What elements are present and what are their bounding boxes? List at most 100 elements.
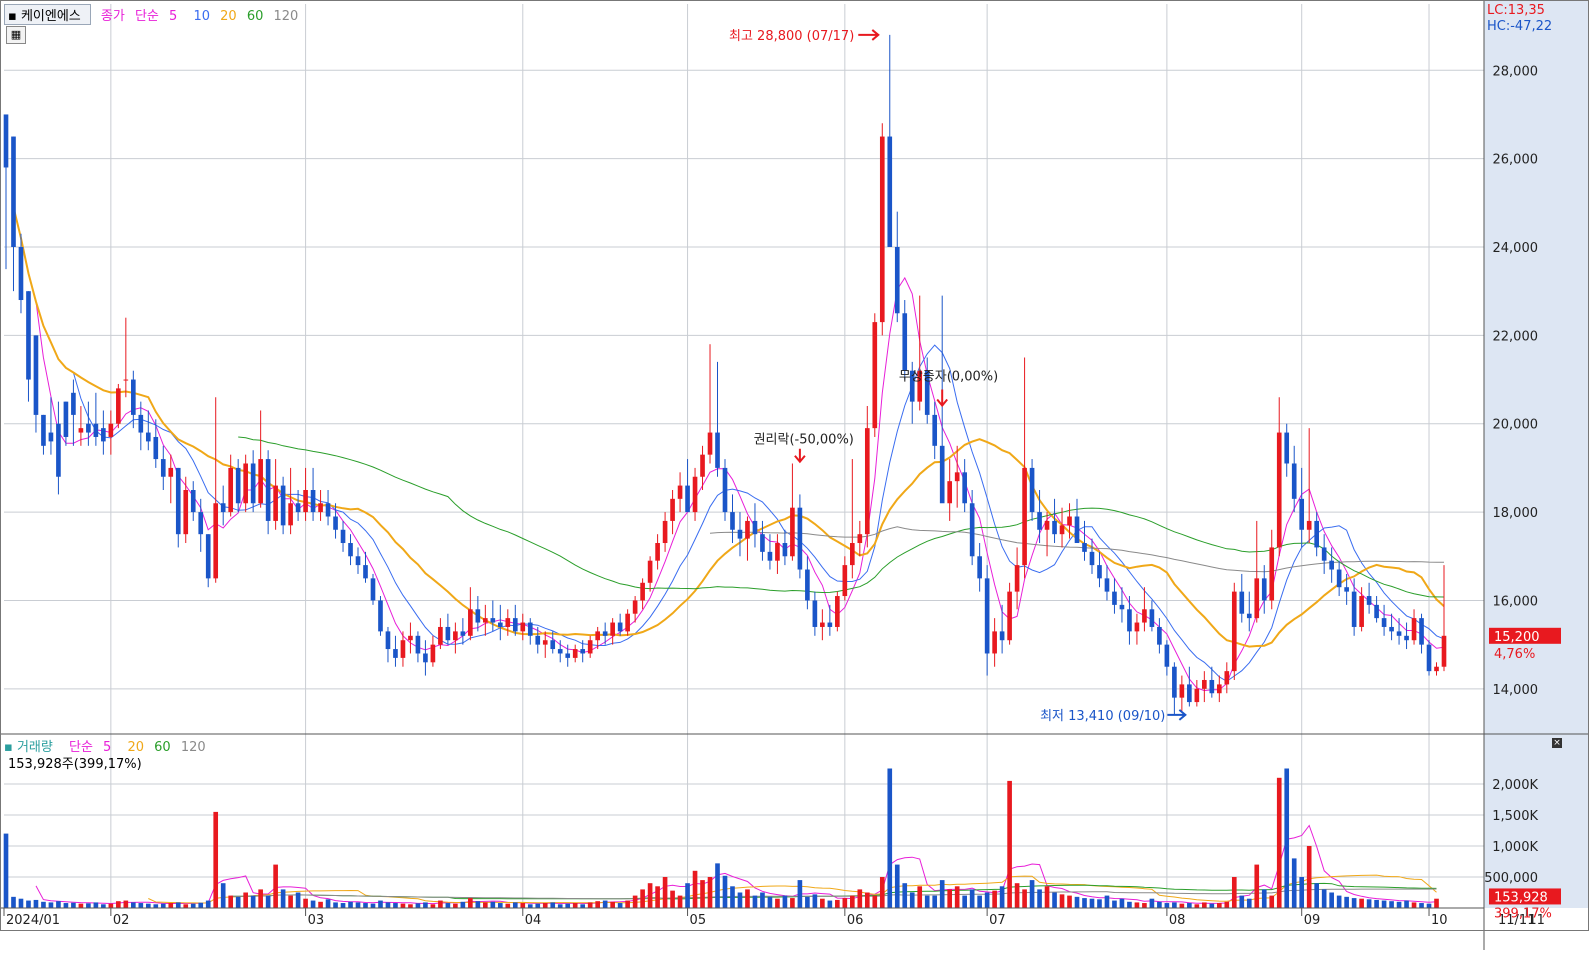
candle-body: [1029, 467, 1035, 513]
candle-body: [116, 388, 121, 424]
candle-body: [999, 631, 1005, 641]
vol-ma60-label: 60: [154, 740, 171, 755]
candle-body: [572, 649, 578, 658]
candle-body: [190, 490, 196, 513]
volume-bar: [1149, 898, 1155, 908]
volume-bar: [1097, 899, 1102, 908]
volume-bar: [213, 811, 219, 908]
candle-body: [655, 543, 660, 561]
candle-body: [505, 618, 511, 627]
candle-body: [550, 640, 556, 650]
candle-body: [1164, 644, 1170, 667]
candle-body: [318, 503, 323, 513]
candle-body: [1142, 609, 1147, 623]
candle-body: [1411, 618, 1417, 641]
volume-bar: [468, 898, 473, 908]
candle-body: [632, 600, 638, 614]
candle-body: [310, 490, 316, 513]
table-icon[interactable]: ▦: [6, 26, 26, 44]
volume-bar: [101, 904, 106, 908]
ma60-line: [238, 436, 1445, 598]
volume-bar: [26, 900, 31, 908]
volume-bar: [1172, 902, 1177, 908]
candle-body: [1059, 525, 1065, 535]
candle-body: [677, 485, 683, 499]
volume-bar: [153, 904, 159, 908]
volume-bar: [655, 886, 660, 908]
candle-body: [63, 401, 69, 437]
candle-body: [1149, 609, 1155, 627]
candle-body: [902, 313, 908, 371]
volume-bar: [587, 902, 593, 908]
candle-body: [1127, 609, 1132, 632]
volume-bar: [78, 903, 84, 908]
price-tick-label: 18,000: [1493, 506, 1539, 521]
candle-body: [512, 618, 518, 632]
candle-body: [1119, 604, 1125, 610]
candle-body: [939, 445, 945, 504]
volume-bar: [505, 903, 511, 908]
volume-bar: [790, 898, 795, 908]
volume-bar: [1194, 904, 1200, 908]
candle-body: [243, 463, 248, 504]
candle-body: [797, 507, 803, 570]
price-axis-bg: [1484, 0, 1589, 950]
candle-body: [1396, 631, 1402, 636]
candle-body: [1194, 688, 1200, 703]
candle-body: [1089, 551, 1095, 566]
volume-bar: [1179, 903, 1185, 908]
candle-body: [453, 631, 458, 641]
candle-body: [640, 582, 645, 601]
volume-bar: [11, 896, 16, 908]
volume-bar: [864, 892, 870, 908]
candle-body: [1082, 543, 1087, 552]
volume-bar: [1239, 895, 1245, 908]
rights-annotation: 권리락(-50,00%): [754, 433, 854, 448]
candle-body: [1037, 512, 1042, 530]
current-price-badge: [1489, 627, 1561, 644]
close-icon[interactable]: ×: [1552, 738, 1562, 748]
volume-bar: [318, 901, 323, 908]
volume-bar: [348, 901, 353, 908]
current-volume-badge: [1489, 888, 1561, 905]
stock-name-button[interactable]: ▪ 케이엔에스: [4, 4, 91, 25]
hc-readout: HC:-47,22: [1487, 19, 1553, 34]
volume-bar: [355, 902, 361, 908]
candle-body: [430, 644, 436, 663]
candle-body: [542, 640, 548, 645]
candle-body: [954, 472, 960, 482]
volume-bar: [640, 889, 645, 908]
candle-body: [775, 543, 780, 561]
candle-body: [595, 631, 600, 641]
volume-bar: [1359, 898, 1364, 908]
candle-body: [1374, 604, 1379, 619]
volume-bar: [1284, 768, 1290, 908]
candle-body: [1329, 560, 1334, 570]
candle-body: [707, 432, 713, 455]
volume-bar: [1052, 892, 1057, 908]
volume-bar: [265, 895, 271, 908]
volume-bar: [1014, 883, 1020, 908]
date-tick-label: 10: [1431, 913, 1448, 928]
volume-bar: [797, 880, 803, 908]
candle-body: [730, 512, 735, 530]
candle-body: [722, 467, 728, 513]
volume-bar: [123, 900, 129, 908]
volume-bar: [670, 890, 675, 908]
candle-body: [670, 498, 675, 521]
candle-body: [535, 635, 541, 645]
candle-body: [715, 432, 720, 468]
price-label: 종가: [100, 9, 125, 24]
candle-body: [56, 423, 61, 477]
volume-bar: [116, 901, 121, 908]
volume-bar: [1104, 895, 1110, 908]
candle-body: [1434, 666, 1439, 672]
candle-body: [602, 631, 608, 636]
candle-body: [340, 529, 346, 544]
volume-bar: [1074, 896, 1080, 908]
vol-ma5-label: 5: [103, 740, 112, 755]
candle-body: [1239, 591, 1245, 614]
candle-body: [258, 459, 263, 504]
